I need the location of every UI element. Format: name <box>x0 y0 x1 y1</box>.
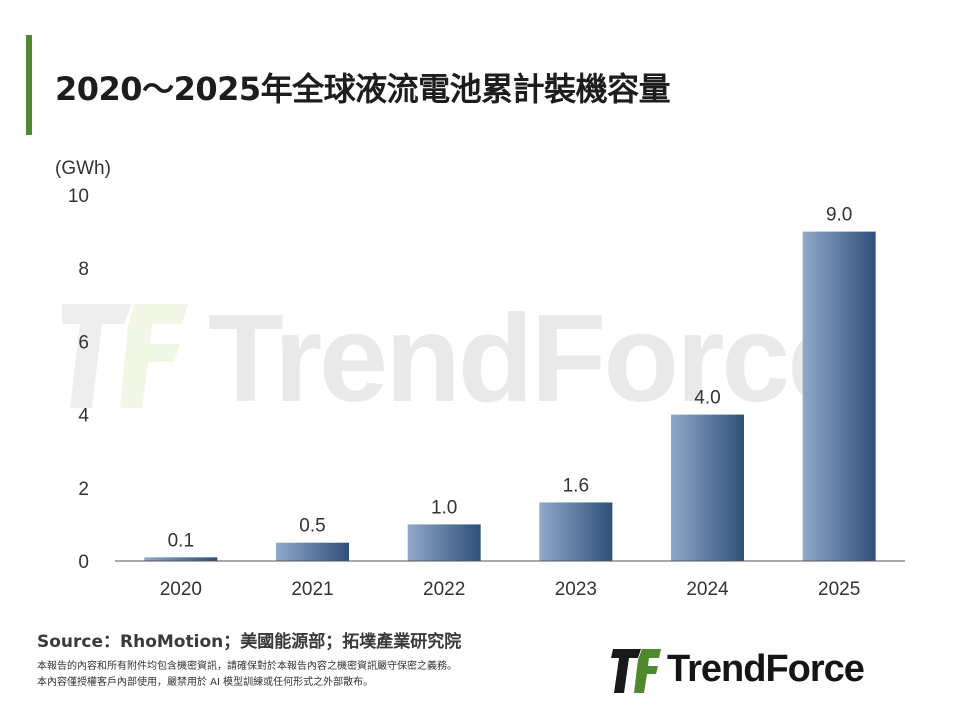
data-label-2022: 1.0 <box>431 497 457 518</box>
trendforce-logo: TrendForce <box>611 646 931 696</box>
logo-text: TrendForce <box>667 648 865 690</box>
x-tick-label-2021: 2021 <box>291 579 333 600</box>
bar-2022 <box>407 524 481 561</box>
bar-2023 <box>539 502 613 561</box>
data-label-2025: 9.0 <box>826 205 852 226</box>
bar-2025 <box>802 231 876 561</box>
y-tick-label: 0 <box>78 552 89 573</box>
data-label-2021: 0.5 <box>299 516 325 537</box>
y-tick-label: 10 <box>68 186 89 207</box>
y-tick-label: 8 <box>78 259 89 280</box>
data-label-2023: 1.6 <box>563 475 589 496</box>
bar-2024 <box>671 414 744 561</box>
source-note: Source：RhoMotion；美國能源部；拓墣產業研究院 <box>37 632 462 652</box>
x-tick-label-2022: 2022 <box>423 579 465 600</box>
bar-2020 <box>144 557 218 561</box>
data-label-2024: 4.0 <box>694 388 720 409</box>
bar-chart: 0 2 4 6 8 10 0.1 0.5 1.0 1.6 4.0 9.0 2020 2021 2022 2… <box>68 186 905 600</box>
x-tick-label-2023: 2023 <box>555 579 597 600</box>
x-tick-label-2024: 2024 <box>686 579 729 600</box>
bar-2021 <box>276 542 349 561</box>
data-label-2020: 0.1 <box>168 530 194 551</box>
y-axis-unit: (GWh) <box>55 158 111 179</box>
title-accent-bar <box>26 35 32 135</box>
trendforce-logo-icon <box>611 649 661 693</box>
x-tick-label-2025: 2025 <box>818 579 860 600</box>
x-tick-label-2020: 2020 <box>160 579 202 600</box>
y-tick-label: 6 <box>78 332 89 353</box>
disclaimer-line-1: 本報告的內容和所有附件均包含機密資訊，請確保對於本報告內容之機密資訊嚴守保密之義… <box>37 661 457 672</box>
disclaimer-line-2: 本內容僅授權客戶內部使用，嚴禁用於 AI 模型訓練或任何形式之外部散布。 <box>37 677 374 688</box>
page-title: 2020～2025年全球液流電池累計裝機容量 <box>55 70 671 108</box>
y-tick-label: 2 <box>78 479 89 500</box>
y-tick-label: 4 <box>78 406 89 427</box>
